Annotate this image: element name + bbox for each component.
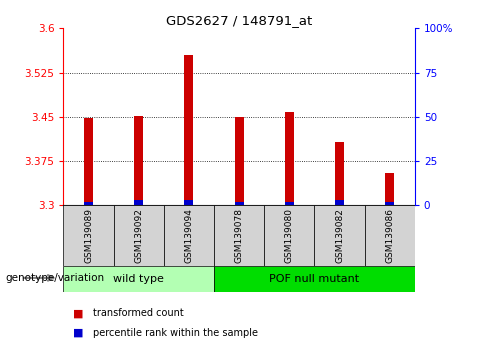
Bar bbox=[314, 205, 365, 266]
Bar bbox=[264, 205, 314, 266]
Bar bbox=[365, 205, 415, 266]
Text: GSM139080: GSM139080 bbox=[285, 208, 294, 263]
Bar bbox=[235, 117, 244, 205]
Text: ■: ■ bbox=[73, 328, 84, 338]
Text: POF null mutant: POF null mutant bbox=[269, 274, 360, 284]
Text: GSM139092: GSM139092 bbox=[134, 208, 143, 263]
Bar bbox=[235, 202, 244, 205]
Text: GSM139082: GSM139082 bbox=[335, 208, 344, 263]
Bar bbox=[63, 266, 214, 292]
Title: GDS2627 / 148791_at: GDS2627 / 148791_at bbox=[166, 14, 312, 27]
Text: GSM139089: GSM139089 bbox=[84, 208, 93, 263]
Bar bbox=[385, 202, 394, 205]
Bar bbox=[335, 200, 344, 205]
Bar bbox=[134, 200, 143, 205]
Text: wild type: wild type bbox=[113, 274, 164, 284]
Bar bbox=[184, 200, 193, 205]
Text: transformed count: transformed count bbox=[93, 308, 183, 318]
Bar bbox=[114, 205, 164, 266]
Bar bbox=[84, 202, 93, 205]
Text: percentile rank within the sample: percentile rank within the sample bbox=[93, 328, 258, 338]
Bar bbox=[385, 173, 394, 205]
Bar bbox=[214, 205, 264, 266]
Bar bbox=[335, 142, 344, 205]
Bar bbox=[164, 205, 214, 266]
Bar bbox=[134, 116, 143, 205]
Bar bbox=[63, 205, 114, 266]
Text: ■: ■ bbox=[73, 308, 84, 318]
Bar bbox=[285, 112, 294, 205]
Text: GSM139086: GSM139086 bbox=[385, 208, 394, 263]
Bar bbox=[184, 55, 193, 205]
Text: genotype/variation: genotype/variation bbox=[5, 273, 104, 283]
Text: GSM139094: GSM139094 bbox=[184, 208, 193, 263]
Text: GSM139078: GSM139078 bbox=[235, 208, 244, 263]
Bar bbox=[214, 266, 415, 292]
Bar bbox=[84, 118, 93, 205]
Bar bbox=[285, 202, 294, 205]
